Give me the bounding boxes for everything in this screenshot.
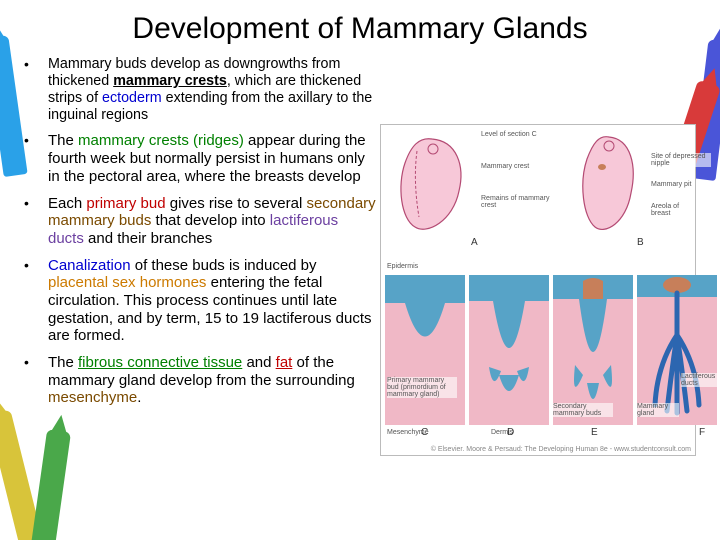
bullet-item: • Each primary bud gives rise to several…	[24, 195, 376, 248]
bullet-marker-icon: •	[24, 56, 48, 123]
panel-letter: A	[471, 237, 478, 248]
bullet-marker-icon: •	[24, 132, 48, 185]
panel-letter: D	[507, 427, 514, 438]
label-secondary-buds: Secondary mammary buds	[553, 403, 613, 417]
figure-diagram: Level of section C Mammary crest Remains…	[380, 124, 696, 456]
bullet-text: Canalization of these buds is induced by…	[48, 257, 376, 345]
label-epidermis: Epidermis	[387, 263, 418, 270]
bullet-item: • Mammary buds develop as downgrowths fr…	[24, 56, 376, 123]
bullet-text: The mammary crests (ridges) appear durin…	[48, 132, 376, 185]
tissue-c-icon	[385, 275, 465, 425]
bullet-text: Mammary buds develop as downgrowths from…	[48, 56, 376, 123]
slide-title: Development of Mammary Glands	[24, 12, 696, 46]
embryo-a-icon	[387, 131, 477, 241]
figure-credit: © Elsevier. Moore & Persaud: The Develop…	[431, 446, 691, 453]
panel-letter: E	[591, 427, 598, 438]
bullet-item: • Canalization of these buds is induced …	[24, 257, 376, 345]
bullet-text: The fibrous connective tissue and fat of…	[48, 354, 376, 407]
panel-letter: C	[421, 427, 428, 438]
label-mammary-pit: Mammary pit	[651, 181, 691, 188]
embryo-b-icon	[571, 131, 649, 241]
label-level-section: Level of section C	[481, 131, 537, 138]
slide-body: • Mammary buds develop as downgrowths fr…	[24, 56, 696, 456]
bullet-text: Each primary bud gives rise to several s…	[48, 195, 376, 248]
bullet-marker-icon: •	[24, 195, 48, 248]
slide: Development of Mammary Glands • Mammary …	[0, 0, 720, 540]
label-mammary-crest: Mammary crest	[481, 163, 529, 170]
bullet-marker-icon: •	[24, 354, 48, 407]
bullet-list: • Mammary buds develop as downgrowths fr…	[24, 56, 376, 456]
bullet-item: • The mammary crests (ridges) appear dur…	[24, 132, 376, 185]
tissue-d-icon	[469, 275, 549, 425]
label-primary-bud: Primary mammary bud (primordium of mamma…	[387, 377, 457, 398]
label-mammary-gland: Mammary gland	[637, 403, 679, 417]
bullet-marker-icon: •	[24, 257, 48, 345]
label-lactiferous-ducts: Lactiferous ducts	[681, 373, 719, 387]
panel-letter: B	[637, 237, 644, 248]
bullet-item: • The fibrous connective tissue and fat …	[24, 354, 376, 407]
panel-letter: F	[699, 427, 705, 438]
label-depressed-nipple: Site of depressed nipple	[651, 153, 711, 167]
label-remains: Remains of mammary crest	[481, 195, 551, 209]
label-areola: Areola of breast	[651, 203, 695, 217]
